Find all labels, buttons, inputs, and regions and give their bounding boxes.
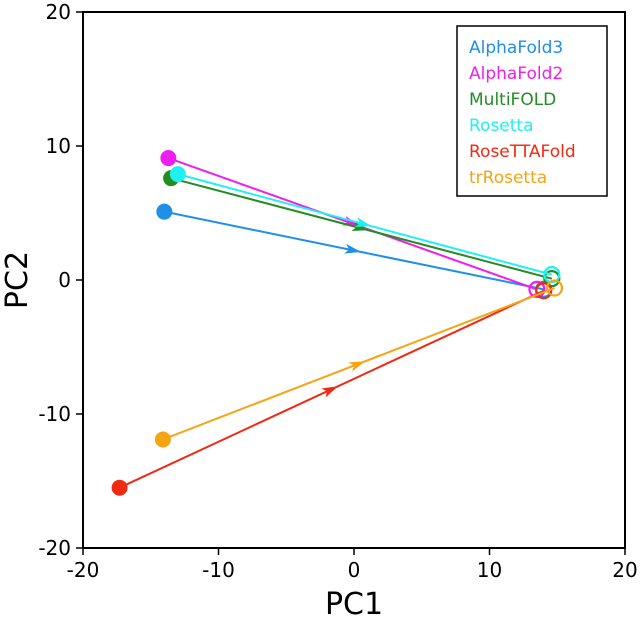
x-tick-label: -10	[202, 558, 235, 582]
alphafold2-end-point	[528, 280, 546, 298]
x-tick-label: -20	[67, 558, 100, 582]
legend: AlphaFold3 AlphaFold2 MultiFOLD Rosetta Rose…	[456, 25, 608, 197]
y-tick-label: 20	[46, 0, 71, 24]
legend-entry-rosetta: Rosetta	[469, 116, 534, 136]
trrosetta-start-point	[154, 431, 171, 448]
y-tick-label: -20	[38, 536, 71, 560]
rosetta-start-point	[169, 166, 186, 183]
rosettafold-start-point	[111, 479, 128, 496]
legend-entry-rosettafold: RoseTTAFold	[469, 142, 576, 162]
rosettafold-direction-arrow	[321, 386, 338, 398]
x-tick-label: 0	[348, 558, 361, 582]
x-tick-label: 10	[477, 558, 502, 582]
series-trrosetta	[154, 279, 564, 448]
series-rosetta	[169, 166, 561, 284]
series-rosettafold	[111, 282, 553, 496]
series-group	[111, 150, 564, 496]
rosettafold-end-point	[535, 282, 553, 300]
alphafold3-start-point	[156, 203, 173, 220]
trrosetta-direction-arrow	[348, 361, 366, 372]
series-alphafold3	[156, 203, 553, 298]
y-tick-label: 0	[58, 268, 71, 292]
y-tick-label: -10	[38, 402, 71, 426]
legend-entry-alphafold3: AlphaFold3	[469, 38, 563, 58]
x-axis-title: PC1	[325, 587, 383, 622]
y-tick-label: 10	[46, 134, 71, 158]
x-tick-label: 20	[612, 558, 637, 582]
axis-ticks: -20 -10 0 10 20 -20 -10 0 10 20	[38, 0, 637, 582]
legend-box	[456, 25, 608, 197]
trrosetta-end-point	[545, 279, 564, 297]
alphafold3-direction-arrow	[344, 243, 361, 254]
alphafold2-start-point	[160, 150, 177, 167]
rosetta-direction-arrow	[354, 217, 372, 227]
legend-entry-trrosetta: trRosetta	[469, 168, 547, 188]
legend-entry-alphafold2: AlphaFold2	[469, 64, 563, 84]
legend-entry-multifold: MultiFOLD	[469, 90, 556, 110]
y-axis-title: PC2	[0, 251, 35, 309]
